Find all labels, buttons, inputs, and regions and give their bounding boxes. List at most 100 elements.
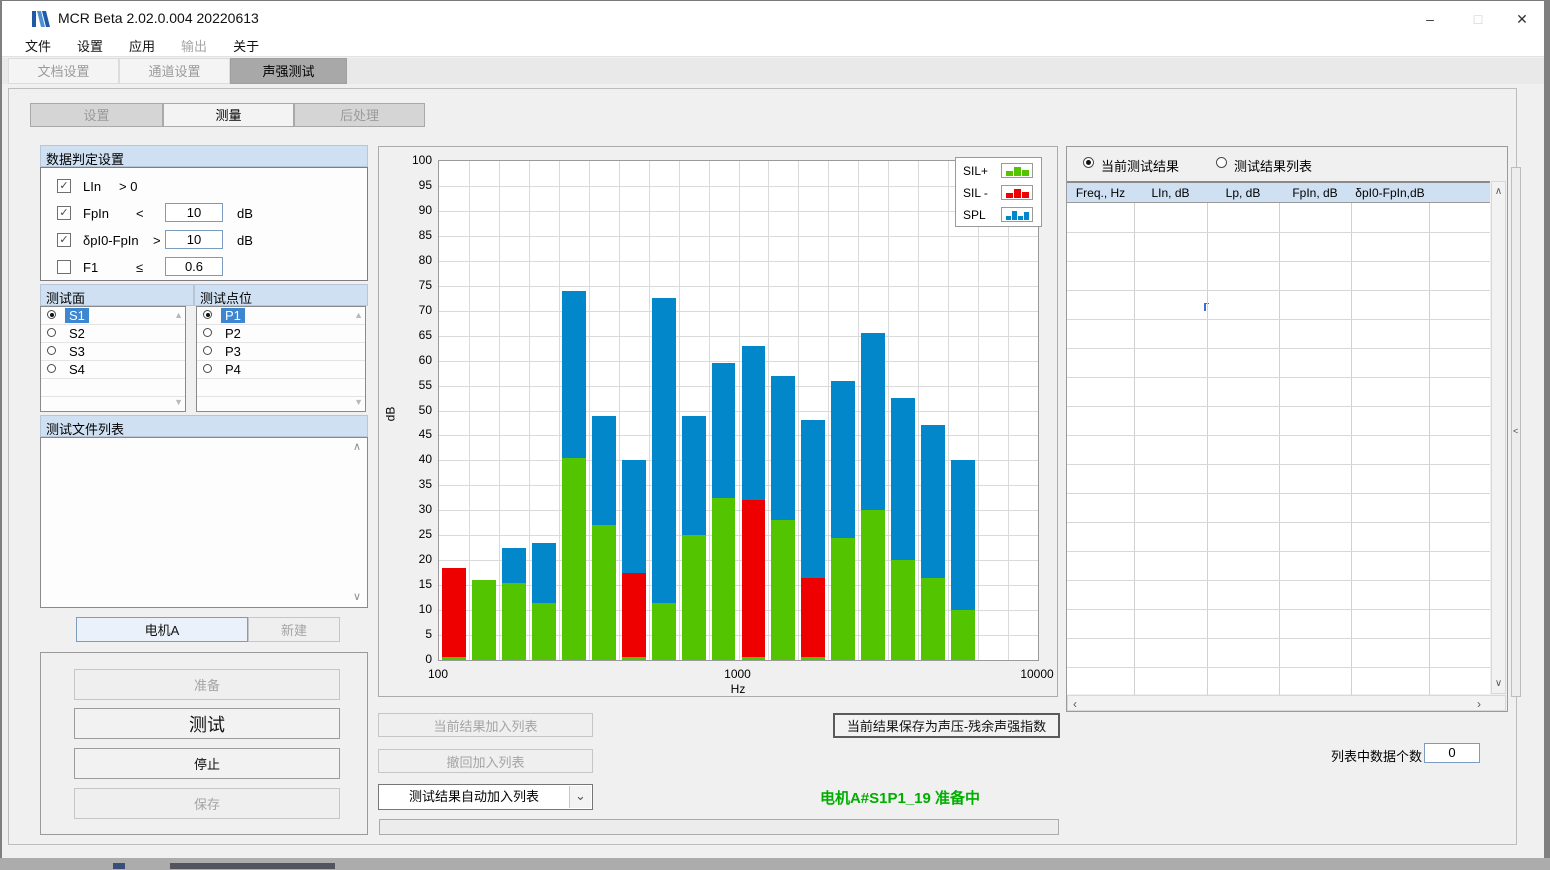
menu-item-file[interactable]: 文件 [25,38,52,54]
project-current-button[interactable]: 电机A [76,617,248,642]
y-tick-label: 70 [418,302,432,317]
bar-sil-2500 [861,510,886,660]
surface-item-s1[interactable]: S1 [41,307,185,325]
radio-result-list[interactable] [1216,157,1227,168]
menu-item-apply[interactable]: 应用 [129,38,156,54]
checkbox-fpin[interactable]: ✓ [57,206,71,220]
scroll-up-icon[interactable]: ∧ [352,441,361,453]
chevron-down-icon[interactable]: ⌄ [569,786,591,808]
radio-off-icon[interactable] [47,346,56,355]
legend-row-sil_minus: SIL - [963,184,1033,201]
scroll-down-icon[interactable]: ∨ [1494,678,1503,689]
file-list-header: 测试文件列表 [40,415,368,437]
cursor-artifact [1204,303,1209,311]
radio-on-icon[interactable] [47,310,56,319]
surface-item-s4[interactable]: S4 [41,361,185,379]
scroll-up-icon[interactable]: ▲ [354,310,363,320]
background-window-text [170,863,335,869]
results-hscrollbar[interactable]: ‹ › [1067,695,1506,711]
radio-off-icon[interactable] [203,346,212,355]
y-tick-label: 75 [418,277,432,292]
x-axis-label: Hz [730,682,746,696]
judge-name-label: FpIn [83,206,110,221]
judge-value-input[interactable] [165,230,223,249]
results-vscrollbar[interactable]: ∧ ∨ [1491,181,1506,694]
radio-off-icon[interactable] [47,328,56,337]
scroll-left-icon[interactable]: ‹ [1073,697,1077,711]
y-tick-label: 20 [418,552,432,567]
menu-item-settings[interactable]: 设置 [77,38,104,54]
y-tick-label: 40 [418,452,432,467]
checkbox-lin[interactable]: ✓ [57,179,71,193]
add-result-to-list-button[interactable]: 当前结果加入列表 [378,713,593,737]
judge-settings-box: ✓ LIn > 0 ✓ FpIn < dB ✓ δpI0-FpIn > dB F1 ≤ [40,167,368,281]
undo-add-to-list-button[interactable]: 撤回加入列表 [378,749,593,773]
gridline-v [948,161,950,660]
y-tick-label: 35 [418,477,432,492]
menu-item-output[interactable]: 输出 [181,38,208,54]
radio-on-icon[interactable] [203,310,212,319]
gridline-v [978,161,980,660]
bar-sil-630 [681,535,706,660]
surface-item-s3[interactable]: S3 [41,343,185,361]
save-button[interactable]: 保存 [74,788,340,819]
point-list: P1 P2 P3 P4 ▲ ▼ [196,306,366,412]
auto-add-dropdown-value: 测试结果自动加入列表 [408,789,539,804]
checkbox-f1[interactable] [57,260,71,274]
auto-add-dropdown[interactable]: 测试结果自动加入列表 ⌄ [378,784,593,810]
save-as-reference-button[interactable]: 当前结果保存为声压-残余声强指数 [833,713,1060,738]
bar-sil-200 [531,602,556,660]
subtab-post-process[interactable]: 后处理 [294,103,425,127]
radio-off-icon[interactable] [203,364,212,373]
judge-value-input[interactable] [165,203,223,222]
maximize-icon[interactable]: □ [1473,11,1483,27]
gridline-v [918,161,920,660]
prepare-button[interactable]: 准备 [74,669,340,700]
radio-current-result[interactable] [1083,157,1094,168]
test-button[interactable]: 测试 [74,708,340,739]
scroll-up-icon[interactable]: ∧ [1494,186,1503,197]
test-file-list[interactable]: ∧ ∨ [40,437,368,608]
bar-sil-315 [591,525,616,660]
scroll-down-icon[interactable]: ▼ [354,397,363,407]
y-tick-label: 100 [411,153,432,167]
chart-legend: SIL+ SIL - SPL [955,157,1042,227]
results-table: Freq., Hz LIn, dB Lp, dB FpIn, dB δpI0-FpIn,… [1067,181,1490,695]
judge-value-input[interactable] [165,257,223,276]
point-item-p2[interactable]: P2 [197,325,365,343]
table-row-line [1067,377,1490,378]
project-new-button[interactable]: 新建 [248,617,340,642]
subtab-measure[interactable]: 测量 [163,103,294,127]
bar-sil-2000 [831,537,856,660]
scroll-down-icon[interactable]: ∨ [352,591,361,603]
bar-spl-5000 [951,460,976,660]
collapse-panel-handle[interactable]: < [1511,167,1521,697]
tab-document-settings[interactable]: 文档设置 [8,58,119,84]
tab-sound-intensity-test[interactable]: 声强测试 [230,58,347,84]
stop-button[interactable]: 停止 [74,748,340,779]
tab-channel-settings[interactable]: 通道设置 [119,58,230,84]
checkbox-dpi0-fpin[interactable]: ✓ [57,233,71,247]
radio-off-icon[interactable] [47,364,56,373]
surface-list: S1 S2 S3 S4 ▲ ▼ [40,306,186,412]
point-item-p4[interactable]: P4 [197,361,365,379]
radio-off-icon[interactable] [203,328,212,337]
scroll-up-icon[interactable]: ▲ [174,310,183,320]
y-tick-label: 30 [418,502,432,517]
surface-item-s2[interactable]: S2 [41,325,185,343]
point-item-p1[interactable]: P1 [197,307,365,325]
collapse-left-icon: < [1513,426,1519,436]
subtab-settings[interactable]: 设置 [30,103,163,127]
menu-item-about[interactable]: 关于 [233,38,260,54]
table-row-line [1067,464,1490,465]
point-item-p3[interactable]: P3 [197,343,365,361]
scroll-down-icon[interactable]: ▼ [174,397,183,407]
bar-sil-base-1000 [741,657,766,660]
scroll-right-icon[interactable]: › [1477,697,1481,711]
y-tick-label: 0 [425,652,432,666]
point-item-label: P4 [225,362,241,377]
gridline-v [768,161,770,660]
close-icon[interactable]: ✕ [1516,11,1528,27]
minimize-icon[interactable]: – [1426,11,1434,27]
